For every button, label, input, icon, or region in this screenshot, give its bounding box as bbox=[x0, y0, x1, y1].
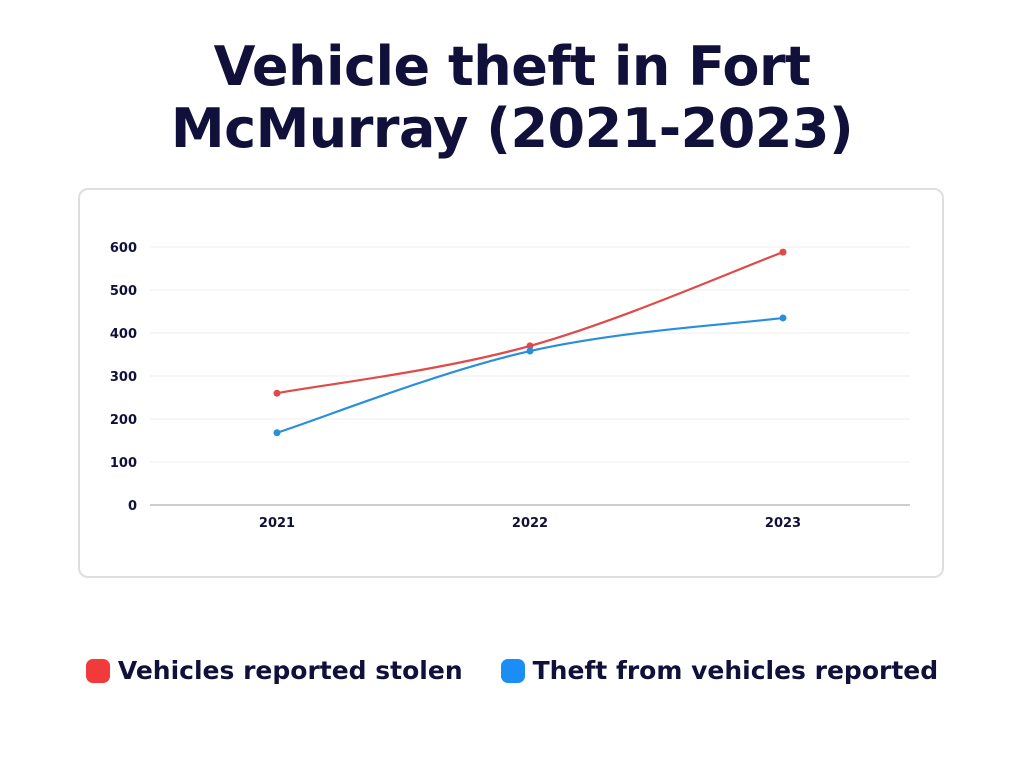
x-tick-label: 2023 bbox=[765, 516, 801, 531]
y-axis-ticks: 0 100 200 300 400 500 600 bbox=[110, 241, 137, 514]
series-line-theft-from-vehicles bbox=[276, 316, 784, 434]
legend-swatch-theft-from-vehicles bbox=[500, 658, 525, 683]
chart-title: Vehicle theft in Fort McMurray (2021-202… bbox=[0, 36, 1024, 160]
x-axis-ticks: 2021 2022 2023 bbox=[259, 516, 801, 531]
chart-title-line-2: McMurray (2021-2023) bbox=[170, 97, 854, 160]
y-tick-label: 200 bbox=[110, 413, 137, 428]
legend: Vehicles reported stolen Theft from vehi… bbox=[0, 656, 1024, 685]
y-tick-label: 300 bbox=[110, 370, 137, 385]
data-point-vehicles-stolen bbox=[273, 389, 281, 397]
data-point-vehicles-stolen bbox=[526, 342, 534, 350]
y-tick-label: 400 bbox=[110, 327, 137, 342]
y-tick-label: 100 bbox=[110, 456, 137, 471]
chart-title-line-1: Vehicle theft in Fort bbox=[213, 35, 811, 98]
data-point-theft-from-vehicles bbox=[273, 429, 281, 437]
series-points bbox=[273, 248, 787, 437]
legend-label-theft-from-vehicles: Theft from vehicles reported bbox=[532, 656, 939, 685]
x-tick-label: 2022 bbox=[512, 516, 548, 531]
y-tick-label: 500 bbox=[110, 284, 137, 299]
legend-swatch-vehicles-stolen bbox=[85, 658, 110, 683]
y-tick-label: 600 bbox=[110, 241, 137, 256]
legend-item-vehicles-stolen: Vehicles reported stolen bbox=[85, 656, 463, 685]
grid-lines bbox=[150, 246, 910, 506]
legend-item-theft-from-vehicles: Theft from vehicles reported bbox=[500, 656, 939, 685]
series-line-vehicles-stolen bbox=[276, 251, 784, 395]
data-point-theft-from-vehicles bbox=[779, 314, 787, 322]
x-tick-label: 2021 bbox=[259, 516, 295, 531]
line-chart: 0 100 200 300 400 500 600 2021 2022 2023 bbox=[110, 241, 910, 531]
data-point-theft-from-vehicles bbox=[526, 347, 534, 355]
chart-card: 0 100 200 300 400 500 600 2021 2022 2023 bbox=[78, 188, 944, 578]
y-tick-label: 0 bbox=[128, 499, 137, 514]
legend-label-vehicles-stolen: Vehicles reported stolen bbox=[117, 656, 463, 685]
data-point-vehicles-stolen bbox=[779, 248, 787, 256]
